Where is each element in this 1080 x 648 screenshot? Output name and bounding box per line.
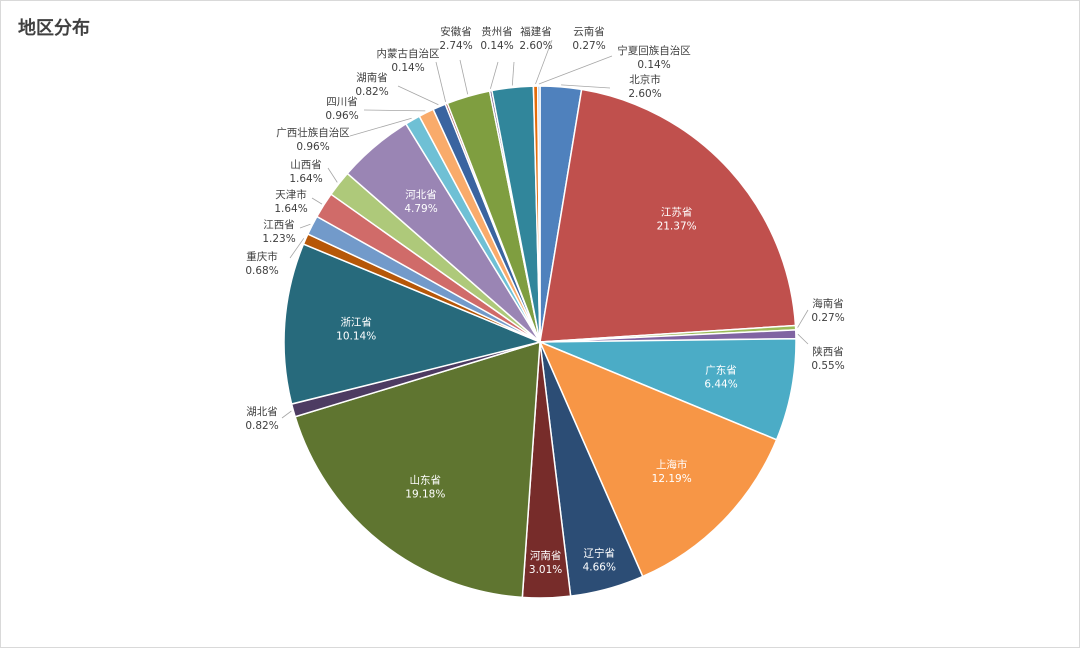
slice-name-label: 云南省: [573, 25, 605, 38]
slice-name-label: 安徽省: [440, 25, 472, 38]
slice-name-label: 四川省: [326, 95, 358, 108]
slice-name-label: 湖南省: [356, 71, 388, 84]
slice-value-label: 1.64%: [274, 203, 307, 215]
slice-name-label: 内蒙古自治区: [377, 47, 440, 60]
slice-labels: 北京市 2.60% 江苏省 21.37% 海南省 0.27% 陕西省 0.55% 广东省 6.44…: [245, 25, 844, 576]
slice-name-label: 湖北省: [246, 405, 278, 418]
slice-value-label: 3.01%: [529, 564, 562, 576]
slice-value-label: 10.14%: [336, 330, 376, 342]
slice-name-label: 天津市: [275, 188, 307, 201]
slice-name-label: 浙江省: [340, 315, 372, 328]
slice-name-label: 海南省: [812, 297, 844, 310]
pie-slice: [536, 85, 541, 343]
slice-value-label: 4.66%: [583, 561, 616, 573]
leader-line: [435, 61, 446, 102]
leader-line: [797, 309, 809, 328]
slice-value-label: 1.23%: [262, 233, 295, 245]
slice-name-label: 北京市: [629, 73, 661, 86]
slice-value-label: 0.68%: [245, 265, 278, 277]
slice-name-label: 河南省: [530, 549, 562, 562]
slice-value-label: 6.44%: [704, 379, 737, 391]
slice-name-label: 江西省: [263, 218, 295, 231]
slice-value-label: 0.96%: [325, 110, 358, 122]
slice-name-label: 山东省: [410, 473, 442, 486]
slice-name-label: 河北省: [405, 188, 437, 201]
slice-value-label: 0.82%: [245, 420, 278, 432]
slice-value-label: 0.27%: [572, 40, 605, 52]
leader-line: [511, 61, 515, 86]
slice-name-label: 上海市: [656, 458, 688, 471]
slice-value-label: 0.55%: [811, 360, 844, 372]
leader-line: [289, 238, 305, 259]
leader-line: [311, 197, 323, 205]
leader-line: [281, 410, 292, 419]
slice-value-label: 2.60%: [519, 40, 552, 52]
leader-line: [327, 167, 338, 183]
slice-value-label: 1.64%: [289, 173, 322, 185]
leader-lines: [281, 39, 809, 419]
slice-name-label: 辽宁省: [584, 546, 616, 559]
slice-value-label: 2.60%: [628, 88, 661, 100]
leader-line: [397, 85, 439, 106]
slice-value-label: 0.96%: [296, 141, 329, 153]
slice-value-label: 0.14%: [637, 59, 670, 71]
leader-line: [535, 39, 553, 85]
slice-name-label: 福建省: [520, 25, 552, 38]
leader-line: [490, 61, 499, 89]
pie-slice: [539, 88, 797, 343]
leader-line: [797, 333, 809, 345]
slice-name-label: 广西壮族自治区: [276, 126, 350, 139]
slice-value-label: 0.14%: [480, 40, 513, 52]
pie-slices: [283, 85, 797, 599]
slice-name-label: 江苏省: [661, 205, 693, 218]
chart-title: 地区分布: [18, 18, 90, 39]
slice-name-label: 宁夏回族自治区: [617, 44, 691, 57]
slice-name-label: 重庆市: [246, 250, 278, 263]
leader-line: [349, 117, 412, 137]
slice-value-label: 21.37%: [657, 220, 697, 232]
pie-slice: [538, 340, 778, 578]
slice-value-label: 0.82%: [355, 86, 388, 98]
leader-line: [538, 55, 613, 85]
slice-name-label: 贵州省: [481, 25, 513, 38]
slice-value-label: 0.27%: [811, 312, 844, 324]
slice-value-label: 2.74%: [439, 40, 472, 52]
slice-value-label: 19.18%: [405, 488, 445, 500]
slice-value-label: 12.19%: [652, 473, 692, 485]
pie-slice: [283, 243, 543, 405]
leader-line: [561, 84, 611, 89]
slice-value-label: 0.14%: [391, 62, 424, 74]
leader-line: [299, 223, 311, 229]
slice-name-label: 山西省: [290, 158, 322, 171]
leader-line: [459, 59, 469, 95]
slice-value-label: 4.79%: [404, 203, 437, 215]
leader-line: [363, 109, 426, 112]
slice-name-label: 陕西省: [812, 345, 844, 358]
pie-slice: [294, 340, 541, 599]
slice-name-label: 广东省: [705, 364, 737, 377]
